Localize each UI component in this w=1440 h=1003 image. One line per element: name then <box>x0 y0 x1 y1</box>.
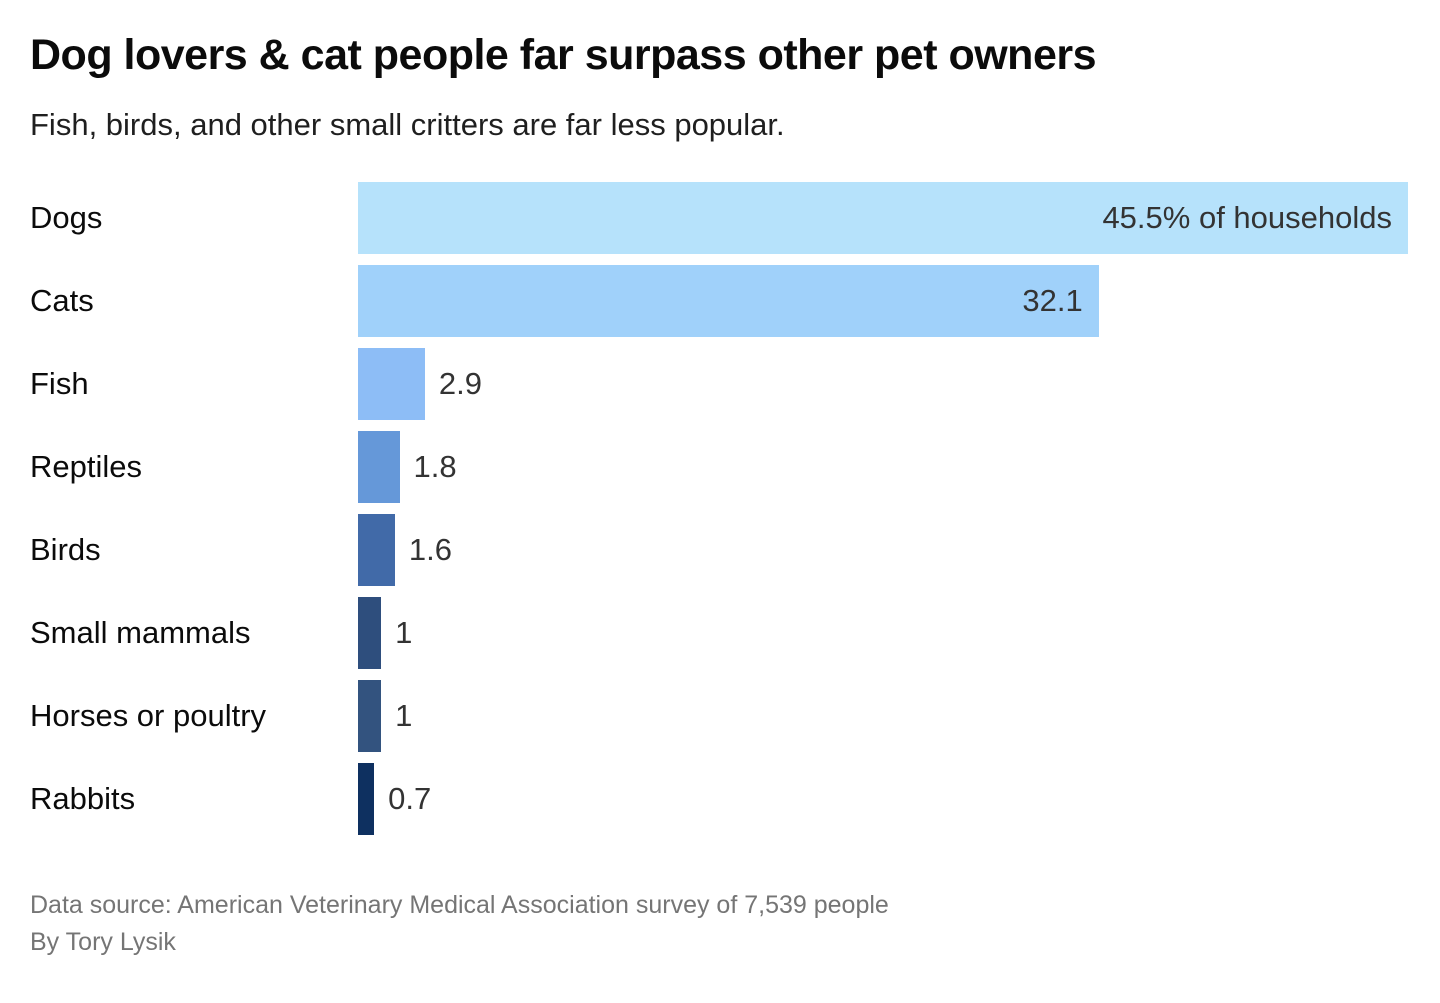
bar-row: Birds 1.6 <box>30 514 1408 587</box>
bar <box>358 431 400 504</box>
bar-row: Fish 2.9 <box>30 348 1408 421</box>
value-label: 1 <box>395 615 413 651</box>
bar-chart-rows: Dogs 45.5% of households Cats 32.1 Fish 2.9 Re… <box>30 182 1408 836</box>
category-label: Reptiles <box>30 449 142 485</box>
bar <box>358 514 395 587</box>
data-source-note: Data source: American Veterinary Medical… <box>30 891 889 920</box>
bar-row: Cats 32.1 <box>30 265 1408 338</box>
chart-footer: Data source: American Veterinary Medical… <box>30 887 1408 960</box>
bar-row: Small mammals 1 <box>30 597 1408 670</box>
category-label: Fish <box>30 366 89 402</box>
value-label: 0.7 <box>388 781 432 817</box>
byline: By Tory Lysik <box>30 927 176 956</box>
category-label: Rabbits <box>30 781 136 817</box>
bar <box>358 348 425 421</box>
bar-row: Dogs 45.5% of households <box>30 182 1408 255</box>
bar: 32.1 <box>358 265 1099 338</box>
value-label: 1 <box>395 698 413 734</box>
bar: 45.5% of households <box>358 182 1408 255</box>
bar-track: 1.6 <box>358 514 1408 587</box>
value-label: 45.5% of households <box>1102 200 1392 236</box>
value-label: 32.1 <box>1022 283 1083 319</box>
bar-row: Horses or poultry 1 <box>30 680 1408 753</box>
category-label: Horses or poultry <box>30 698 267 734</box>
bar-row: Rabbits 0.7 <box>30 763 1408 836</box>
bar-track: 32.1 <box>358 265 1408 338</box>
category-label: Birds <box>30 532 101 568</box>
bar-track: 1.8 <box>358 431 1408 504</box>
bar-track: 45.5% of households <box>358 182 1408 255</box>
category-label: Cats <box>30 283 94 319</box>
bar-track: 0.7 <box>358 763 1408 836</box>
bar-track: 1 <box>358 597 1408 670</box>
chart-title: Dog lovers & cat people far surpass othe… <box>30 31 1097 79</box>
category-label: Small mammals <box>30 615 251 651</box>
value-label: 1.8 <box>413 449 457 485</box>
bar <box>358 680 382 753</box>
chart-subtitle: Fish, birds, and other small critters ar… <box>30 106 785 142</box>
pet-ownership-chart: Dog lovers & cat people far surpass othe… <box>30 31 1408 960</box>
category-label: Dogs <box>30 200 103 236</box>
bar <box>358 763 375 836</box>
value-label: 1.6 <box>408 532 453 568</box>
bar-track: 2.9 <box>358 348 1408 421</box>
bar <box>358 597 382 670</box>
value-label: 2.9 <box>438 366 483 402</box>
bar-track: 1 <box>358 680 1408 753</box>
bar-row: Reptiles 1.8 <box>30 431 1408 504</box>
